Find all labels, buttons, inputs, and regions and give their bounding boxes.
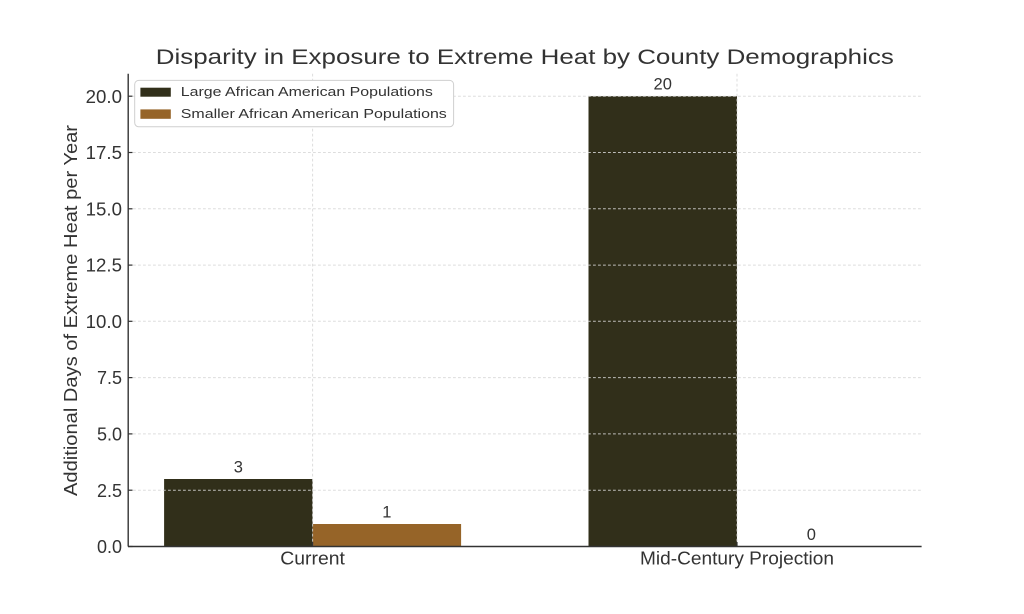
svg-text:7.5: 7.5 [97,368,122,388]
svg-text:0: 0 [807,526,816,544]
svg-text:Additional Days of Extreme Hea: Additional Days of Extreme Heat per Year [61,125,81,496]
svg-text:Current: Current [280,549,345,569]
svg-text:20: 20 [654,75,672,93]
svg-text:20.0: 20.0 [86,87,122,107]
svg-text:3: 3 [234,458,243,476]
svg-text:17.5: 17.5 [86,143,122,163]
svg-text:0.0: 0.0 [97,537,122,557]
svg-text:2.5: 2.5 [97,481,122,501]
svg-text:Disparity in Exposure to Extre: Disparity in Exposure to Extreme Heat by… [156,45,894,69]
svg-text:15.0: 15.0 [86,199,122,219]
svg-text:Smaller African American Popul: Smaller African American Populations [181,106,448,121]
svg-text:Large African American Populat: Large African American Populations [181,84,434,99]
svg-text:10.0: 10.0 [86,312,122,332]
svg-text:1: 1 [382,504,391,522]
svg-text:12.5: 12.5 [86,256,122,276]
svg-text:5.0: 5.0 [97,425,122,445]
svg-text:Mid-Century Projection: Mid-Century Projection [640,549,834,569]
